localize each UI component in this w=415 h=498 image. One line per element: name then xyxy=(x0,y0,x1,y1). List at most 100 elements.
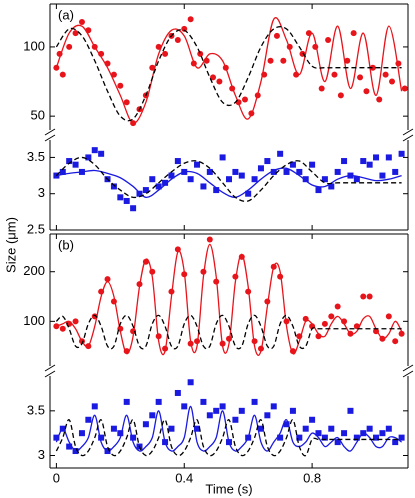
data-point xyxy=(325,37,332,43)
panel-label: (b) xyxy=(58,237,74,252)
data-point xyxy=(110,425,117,432)
data-point xyxy=(382,71,389,78)
data-point xyxy=(321,176,328,183)
data-point xyxy=(213,407,220,414)
y-tick-label: 200 xyxy=(23,263,45,278)
data-point xyxy=(385,313,392,320)
data-point xyxy=(206,168,213,175)
data-point xyxy=(232,168,239,175)
data-point xyxy=(401,85,408,92)
data-point xyxy=(200,398,207,405)
data-point xyxy=(347,407,354,414)
data-point xyxy=(328,183,335,190)
data-point xyxy=(59,168,66,175)
data-point xyxy=(363,88,370,95)
data-point xyxy=(181,403,188,410)
data-point xyxy=(210,74,217,81)
data-point xyxy=(187,379,194,386)
data-point xyxy=(277,150,284,157)
data-point xyxy=(194,425,201,432)
fit-line-dashed xyxy=(55,156,402,202)
data-point xyxy=(238,172,245,179)
x-axis-label: Time (s) xyxy=(205,481,252,496)
data-point xyxy=(360,293,367,300)
data-point xyxy=(251,176,258,183)
data-point xyxy=(59,325,66,332)
y-tick-label: 3.5 xyxy=(27,402,45,417)
data-point xyxy=(241,96,248,103)
data-point xyxy=(337,92,344,99)
data-point xyxy=(369,64,376,71)
data-point xyxy=(142,421,149,428)
data-point xyxy=(219,154,226,161)
data-point xyxy=(392,168,399,175)
data-point xyxy=(72,318,79,325)
data-point xyxy=(53,434,60,441)
data-point xyxy=(264,158,271,165)
plot-area xyxy=(53,236,405,356)
data-point xyxy=(162,50,169,57)
panel-label: (a) xyxy=(58,7,74,22)
data-point xyxy=(334,439,341,446)
fit-line-dashed xyxy=(55,26,402,122)
plot-area xyxy=(53,147,405,212)
data-point xyxy=(142,187,149,194)
data-point xyxy=(117,194,124,201)
data-point xyxy=(238,407,245,414)
data-point xyxy=(334,303,341,310)
data-point xyxy=(98,434,105,441)
axis-break xyxy=(402,364,414,372)
axis-break xyxy=(44,134,56,142)
fit-line-dashed xyxy=(55,419,402,457)
data-point xyxy=(197,50,204,57)
data-point xyxy=(110,71,117,78)
data-point xyxy=(219,403,226,410)
data-point xyxy=(66,43,73,50)
data-point xyxy=(315,187,322,194)
fit-line xyxy=(55,405,402,452)
data-point xyxy=(226,176,232,183)
data-point xyxy=(328,313,335,320)
data-point xyxy=(353,176,360,183)
data-point xyxy=(245,190,252,197)
data-point xyxy=(206,412,213,419)
data-point xyxy=(168,172,175,179)
x-tick-label: 0.8 xyxy=(303,470,321,485)
data-point xyxy=(366,161,373,168)
plot-area xyxy=(53,16,408,127)
axis-break xyxy=(44,370,56,378)
data-point xyxy=(270,168,277,175)
data-point xyxy=(296,168,303,175)
data-point xyxy=(392,439,399,446)
data-point xyxy=(373,434,380,441)
data-point xyxy=(130,205,137,212)
data-point xyxy=(91,147,98,154)
data-point xyxy=(373,154,380,161)
data-point xyxy=(389,78,396,85)
data-point xyxy=(360,158,367,165)
data-point xyxy=(91,403,98,410)
data-point xyxy=(194,161,201,168)
data-point xyxy=(283,421,290,428)
data-point xyxy=(174,389,181,396)
data-point xyxy=(72,30,79,37)
data-point xyxy=(104,276,111,283)
data-point xyxy=(149,412,156,419)
data-point xyxy=(321,320,328,327)
data-point xyxy=(376,96,383,103)
data-point xyxy=(98,150,105,157)
data-point xyxy=(257,165,264,172)
y-tick-label: 100 xyxy=(23,38,45,53)
axis-break xyxy=(402,134,414,142)
fit-line xyxy=(56,243,403,356)
data-point xyxy=(289,161,296,168)
data-point xyxy=(350,30,357,37)
x-tick-label: 0 xyxy=(53,470,60,485)
axis-break xyxy=(402,128,414,136)
data-point xyxy=(78,19,85,25)
data-point xyxy=(85,416,92,423)
y-axis-label: Size (μm) xyxy=(3,217,18,273)
data-point xyxy=(318,85,325,92)
